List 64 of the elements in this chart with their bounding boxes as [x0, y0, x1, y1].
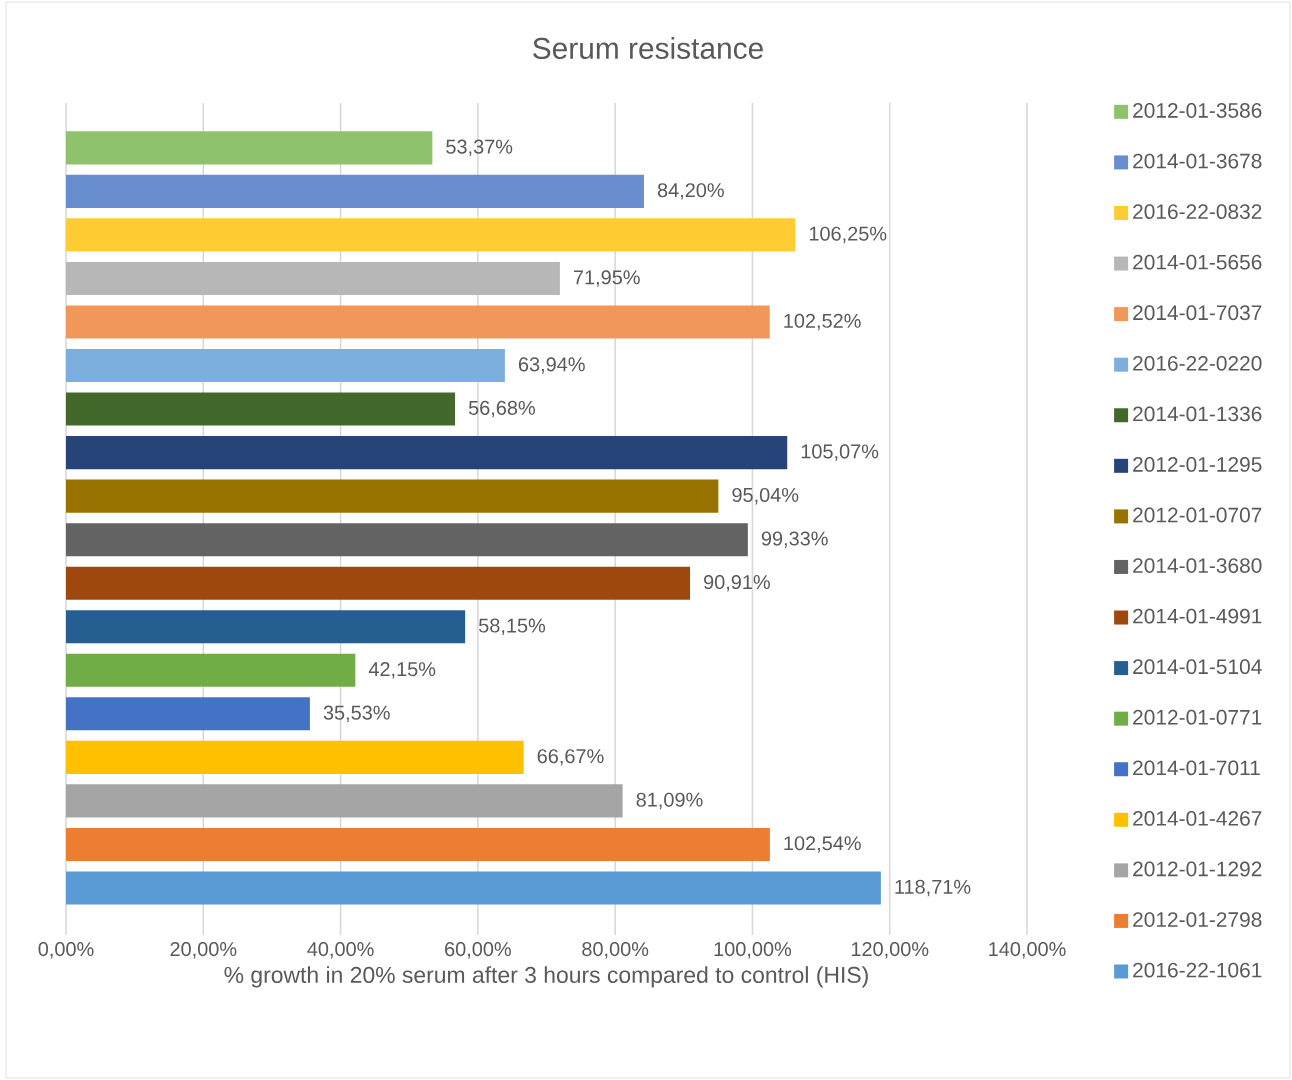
bar [66, 827, 770, 861]
data-label: 106,25% [809, 226, 887, 244]
legend-label: 2012-01-1292 [1133, 861, 1262, 877]
legend-label: 2016-22-0832 [1133, 204, 1262, 220]
legend-label: 2012-01-1295 [1133, 457, 1262, 472]
bar [66, 392, 456, 426]
data-label: 81,09% [636, 792, 703, 810]
data-label: 102,54% [784, 836, 861, 853]
data-label: 99,33% [761, 531, 828, 548]
x-axis-title: % growth in 20% serum after 3 hours compared to control (HIS) [224, 966, 868, 988]
bar [66, 566, 691, 600]
legend-label: 2012-01-3586 [1133, 103, 1262, 118]
data-label: 84,20% [657, 183, 724, 200]
legend-label: 2012-01-0771 [1133, 709, 1262, 725]
bar [66, 305, 770, 339]
legend-label: 2014-01-4991 [1133, 608, 1262, 624]
chart-title: Serum resistance [533, 37, 763, 59]
bar [66, 174, 644, 208]
bar [66, 131, 433, 165]
legend-label: 2014-01-5104 [1133, 659, 1262, 675]
x-tick-label: 40,00% [307, 942, 374, 959]
bar [66, 523, 748, 557]
bar [66, 697, 310, 731]
data-label: 42,15% [368, 662, 436, 679]
legend-label: 2014-01-1336 [1133, 406, 1262, 422]
data-label: 95,04% [732, 487, 799, 505]
legend-label: 2016-22-0220 [1133, 355, 1262, 371]
x-tick-label: 60,00% [445, 942, 511, 959]
legend-label: 2014-01-3678 [1133, 153, 1262, 169]
data-label: 63,94% [518, 357, 585, 374]
x-tick-label: 80,00% [582, 942, 649, 959]
legend-label: 2014-01-3680 [1133, 558, 1262, 573]
bar [66, 479, 719, 513]
legend-label: 2014-01-4267 [1133, 811, 1262, 826]
bar [66, 436, 788, 470]
legend-label: 2012-01-2798 [1133, 912, 1262, 927]
legend-label: 2012-01-0707 [1133, 507, 1262, 523]
data-label: 58,15% [479, 618, 546, 635]
legend-label: 2014-01-7037 [1133, 305, 1262, 321]
legend-label: 2014-01-5656 [1133, 254, 1262, 270]
x-tick-label: 20,00% [170, 942, 237, 959]
x-tick-label: 0,00% [38, 942, 94, 959]
data-label: 90,91% [704, 574, 770, 592]
bar [66, 784, 623, 818]
data-label: 105,07% [801, 444, 879, 461]
bar [66, 218, 796, 252]
data-label: 35,53% [323, 705, 390, 723]
data-label: 118,71% [895, 879, 971, 897]
legend-label: 2014-01-7011 [1133, 760, 1260, 776]
data-label: 53,37% [446, 139, 513, 157]
data-label: 71,95% [573, 270, 640, 287]
x-tick-label: 120,00% [851, 942, 929, 959]
bar [66, 261, 560, 295]
x-tick-label: 140,00% [989, 942, 1066, 959]
bar [66, 653, 356, 687]
bar [66, 348, 505, 383]
x-tick-label: 100,00% [714, 942, 792, 959]
data-label: 66,67% [537, 749, 604, 766]
bar [66, 871, 881, 905]
data-label: 56,68% [468, 400, 535, 418]
bar [66, 610, 466, 644]
legend-label: 2016-22-1061 [1133, 962, 1262, 978]
bar [66, 740, 524, 774]
data-label: 102,52% [784, 313, 861, 331]
